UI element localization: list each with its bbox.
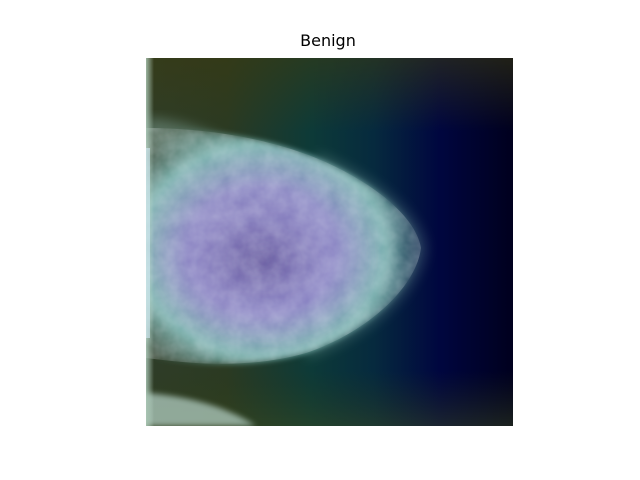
figure-title: Benign: [300, 31, 356, 50]
mammogram-heatmap-image: [146, 58, 513, 426]
